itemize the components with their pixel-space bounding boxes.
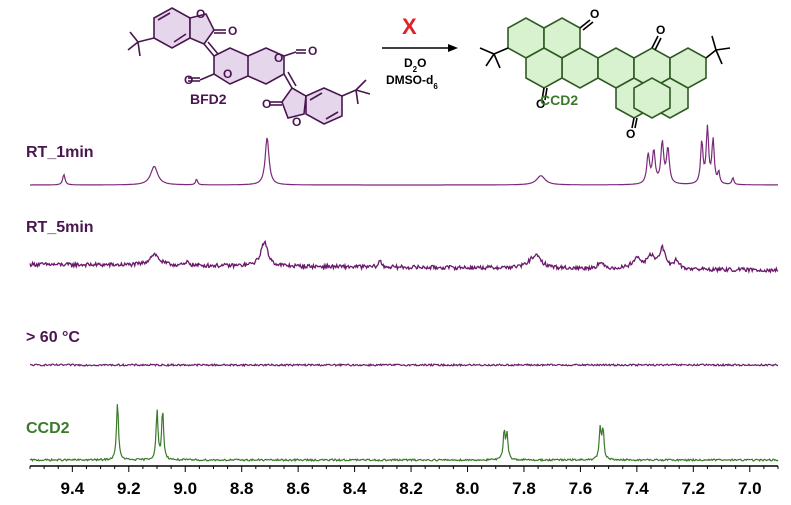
bfd2-furanone-bottom <box>281 86 307 119</box>
reaction-arrow-group: X D2O DMSO-d6 <box>382 14 458 91</box>
reactant-label: BFD2 <box>190 91 227 107</box>
axis-tick-labels: 9.4 9.2 9.0 8.8 8.6 8.4 8.2 8.0 7.8 7.6 7.4 7.2 7.0 <box>61 479 762 498</box>
blocked-mark: X <box>402 14 417 39</box>
ccd2-substituents <box>479 19 731 129</box>
tick-label: 8.8 <box>230 479 254 498</box>
bfd2-furanone-top <box>189 13 215 45</box>
tick-label: 7.8 <box>512 479 536 498</box>
trace-label-60c: > 60 °C <box>26 329 80 346</box>
bfd2-benzene-bottom <box>305 87 343 125</box>
nmr-spectra: RT_1min RT_5min > 60 °C CCD2 <box>26 124 779 463</box>
bfd2-oxygen-labels: OO O OO O OO <box>184 7 321 129</box>
tick-label: 8.4 <box>343 479 367 498</box>
reaction-scheme: OO O OO O OO BFD2 X D2O DMSO-d6 <box>127 7 731 141</box>
tick-label: 8.6 <box>286 479 310 498</box>
solvent-label: DMSO-d6 <box>386 73 438 91</box>
tick-label: 8.0 <box>456 479 480 498</box>
trace-label-ccd2: CCD2 <box>26 420 70 437</box>
tick-label: 7.2 <box>682 479 706 498</box>
spectrum-ccd2-trace <box>29 404 779 463</box>
spectrum-60c-trace <box>30 362 779 368</box>
tick-label: 9.0 <box>173 479 197 498</box>
tick-label: 7.6 <box>569 479 593 498</box>
bfd2-structure <box>127 7 371 125</box>
tick-label: 8.2 <box>399 479 423 498</box>
reagent-label: D2O <box>404 56 426 74</box>
ccd2-oxygen-labels: O OO O <box>536 7 665 141</box>
tick-label: 9.2 <box>117 479 141 498</box>
arrow-head-icon <box>448 44 458 52</box>
ccd2-structure <box>507 17 707 119</box>
tick-label: 9.4 <box>61 479 85 498</box>
spectrum-rt5-trace <box>29 240 779 274</box>
product-label: CCD2 <box>540 92 578 108</box>
axis-ticks <box>29 466 779 472</box>
tick-label: 7.4 <box>625 479 649 498</box>
trace-label-rt5: RT_5min <box>26 219 94 236</box>
ccd2-ring-8 <box>525 47 563 89</box>
tick-label: 7.0 <box>738 479 762 498</box>
ppm-axis: 9.4 9.2 9.0 8.8 8.6 8.4 8.2 8.0 7.8 7.6 7.4 7.2 7.0 <box>29 465 779 498</box>
bfd2-benzene-top <box>153 7 191 49</box>
trace-label-rt1: RT_1min <box>26 144 94 161</box>
ccd2-ring-9 <box>669 47 707 89</box>
spectrum-rt1-trace <box>30 124 778 186</box>
ccd2-ring-10 <box>633 77 671 119</box>
